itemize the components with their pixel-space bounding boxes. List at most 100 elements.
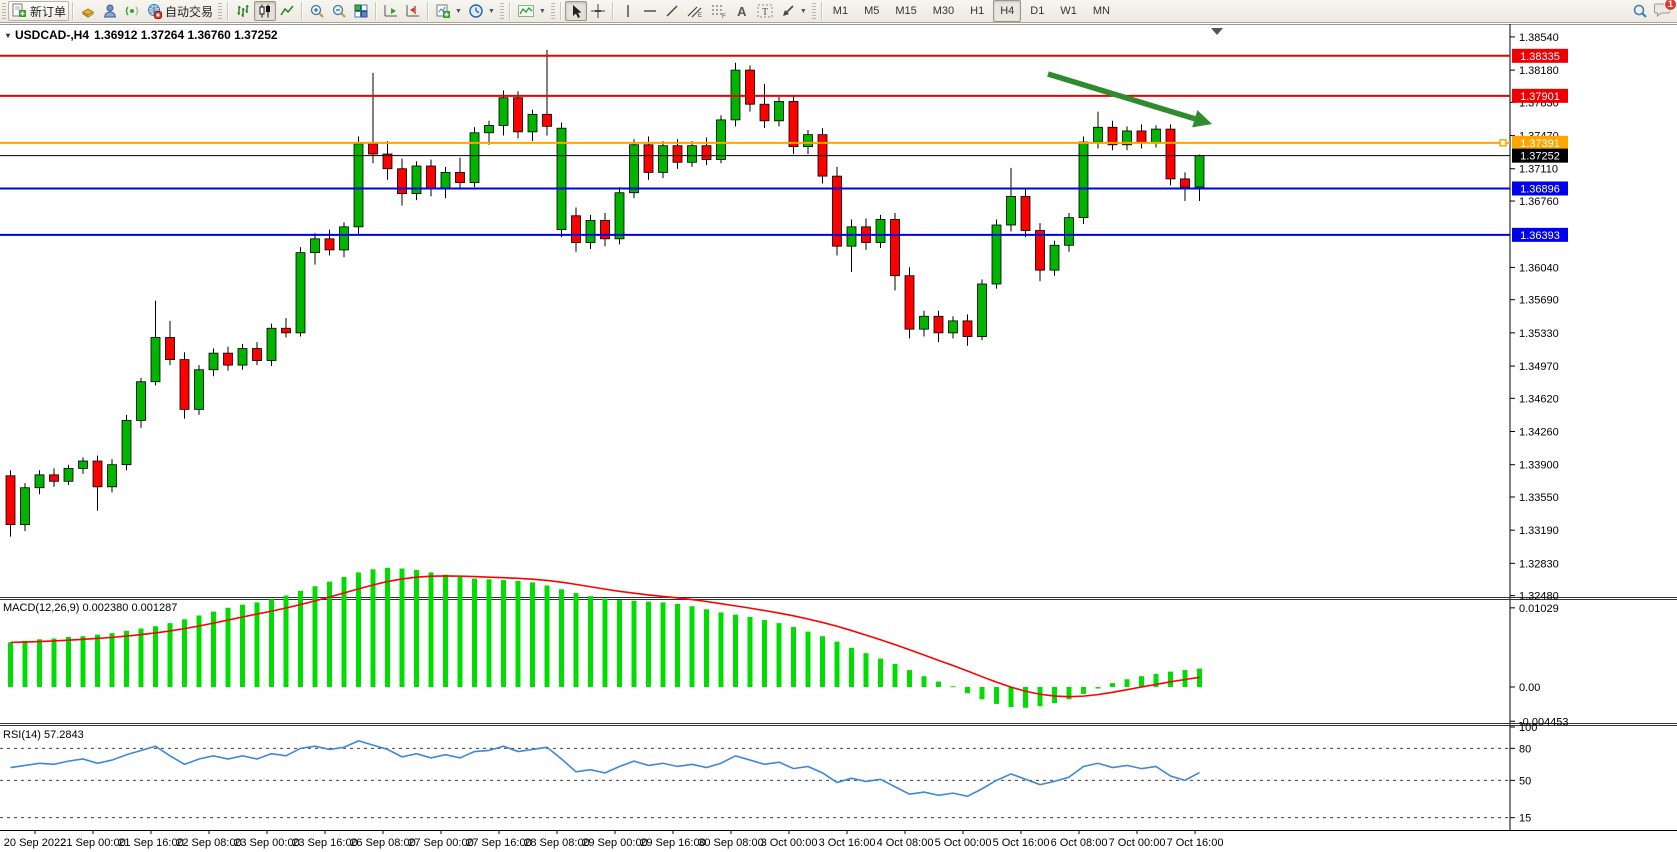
candle-body: [1122, 130, 1132, 146]
macd-histogram-bar: [269, 599, 274, 687]
candle-body: [846, 226, 857, 247]
time-tick-label: 27 Sep 16:00: [466, 837, 531, 849]
zoom-in-button[interactable]: [306, 1, 328, 21]
bar-chart-type-button[interactable]: [232, 1, 254, 21]
timeframe-button-M1[interactable]: M1: [832, 5, 849, 17]
gold-bar-icon: [82, 8, 94, 18]
candle-body: [252, 348, 262, 361]
price-tick-label: 1.34260: [1519, 427, 1559, 439]
time-tick-label: 29 Sep 00:00: [582, 837, 647, 849]
crosshair-icon: [590, 4, 605, 18]
time-tick-label: 5 Oct 16:00: [993, 837, 1050, 849]
timeframe-button-M30[interactable]: M30: [932, 5, 955, 17]
annotation-arrow[interactable]: [1047, 71, 1212, 128]
chart-shift-marker[interactable]: [1211, 28, 1223, 35]
signals-button[interactable]: [121, 1, 143, 21]
zoom-out-button[interactable]: [328, 1, 350, 21]
line-drag-handle[interactable]: [1499, 139, 1507, 147]
profiles-dropdown[interactable]: ▼: [465, 1, 498, 21]
vertical-line-tool-button[interactable]: [617, 1, 639, 21]
new-chart-icon: [436, 4, 451, 18]
macd-histogram-bar: [660, 602, 666, 687]
autoscroll-button[interactable]: [380, 1, 402, 21]
svg-text:T: T: [762, 7, 768, 18]
macd-histogram-bar: [80, 636, 86, 687]
toolbar-grip[interactable]: [2, 3, 6, 19]
indicators-dropdown[interactable]: ▼: [514, 1, 549, 21]
candle-body: [426, 165, 436, 190]
toolbar-grip[interactable]: [811, 3, 816, 19]
trendline-tool-button[interactable]: [661, 1, 683, 21]
autotrading-button[interactable]: 自动交易: [143, 1, 216, 21]
macd-histogram-bar: [428, 572, 434, 687]
text-tool-button[interactable]: A: [731, 1, 753, 21]
candle-body: [92, 460, 103, 488]
tile-windows-button[interactable]: [350, 1, 372, 21]
time-tick-label: 7 Oct 16:00: [1167, 837, 1224, 849]
timeframe-group: M1 M5 M15 M30 H1 H4 D1 W1 MN: [826, 0, 1117, 22]
macd-histogram-bar: [675, 603, 680, 687]
macd-histogram-bar: [1139, 676, 1144, 687]
arrow-head[interactable]: [1192, 110, 1212, 128]
timeframe-button-H1[interactable]: H1: [970, 5, 985, 17]
price-tick-label: 1.34970: [1519, 361, 1559, 373]
candle-body: [1194, 155, 1205, 188]
timeframe-button-M5[interactable]: M5: [864, 5, 880, 17]
timeframe-button-W1[interactable]: W1: [1060, 5, 1077, 17]
chart-menu-icon[interactable]: ▾: [6, 30, 11, 40]
new-order-icon: [12, 3, 26, 17]
timeframe-button-M15[interactable]: M15: [895, 5, 917, 17]
price-axis[interactable]: 1.385401.381801.378301.374701.371101.367…: [1510, 32, 1559, 603]
profile-button[interactable]: [99, 1, 121, 21]
toolbar-grip[interactable]: [550, 3, 555, 19]
rsi-tick-label: 80: [1519, 743, 1531, 755]
arrow-shaft[interactable]: [1047, 71, 1196, 122]
vertical-line-icon: [627, 5, 629, 17]
candle-body: [382, 153, 393, 170]
macd-histogram-bar: [805, 631, 811, 687]
search-icon[interactable]: [1632, 3, 1648, 19]
crosshair-tool-button[interactable]: [587, 1, 609, 21]
macd-histogram-bar: [225, 607, 231, 687]
candle-body: [498, 97, 509, 126]
macd-histogram-bar: [994, 687, 999, 704]
time-tick-label: 20 Sep 2022: [4, 837, 66, 849]
new-order-button[interactable]: 新订单: [8, 1, 70, 21]
cursor-tool-button[interactable]: [564, 1, 587, 21]
channel-tool-button[interactable]: E: [683, 1, 707, 21]
price-badge-label: 1.37252: [1520, 151, 1560, 163]
macd-histogram-bar: [921, 676, 927, 687]
rsi-tick-label: 100: [1519, 722, 1537, 734]
candle-body: [121, 420, 132, 466]
notifications-button[interactable]: 1: [1654, 0, 1677, 20]
arrows-tool-dropdown[interactable]: ▼: [777, 1, 810, 21]
candle-body: [658, 145, 668, 173]
indicators-icon: [517, 5, 534, 17]
chart-shift-button[interactable]: [402, 1, 424, 21]
horizontal-line-tool-button[interactable]: [639, 1, 661, 21]
bar-chart-icon: [237, 5, 249, 17]
candlestick-chart-type-button[interactable]: [254, 1, 277, 21]
fibonacci-tool-button[interactable]: F: [707, 1, 731, 21]
text-label-tool-button[interactable]: T: [753, 1, 777, 21]
timeframe-button-D1[interactable]: D1: [1030, 5, 1045, 17]
toolbar-grip[interactable]: [499, 3, 504, 19]
candle-body: [919, 315, 929, 330]
market-depth-button[interactable]: [77, 1, 99, 21]
macd-tick-label: -0.004453: [1519, 716, 1569, 728]
macd-histogram-bar: [153, 626, 158, 687]
line-chart-icon: [280, 5, 294, 16]
line-chart-type-button[interactable]: [276, 1, 298, 21]
new-chart-dropdown[interactable]: ▼: [432, 1, 465, 21]
timeframe-button-MN[interactable]: MN: [1092, 5, 1110, 17]
macd-histogram-bar: [762, 620, 767, 687]
candle-body: [295, 252, 306, 334]
macd-histogram-bar: [1008, 687, 1014, 707]
toolbar-grip[interactable]: [218, 3, 223, 19]
candle-body: [629, 144, 639, 194]
timeframe-button-H4[interactable]: H4: [993, 0, 1022, 22]
